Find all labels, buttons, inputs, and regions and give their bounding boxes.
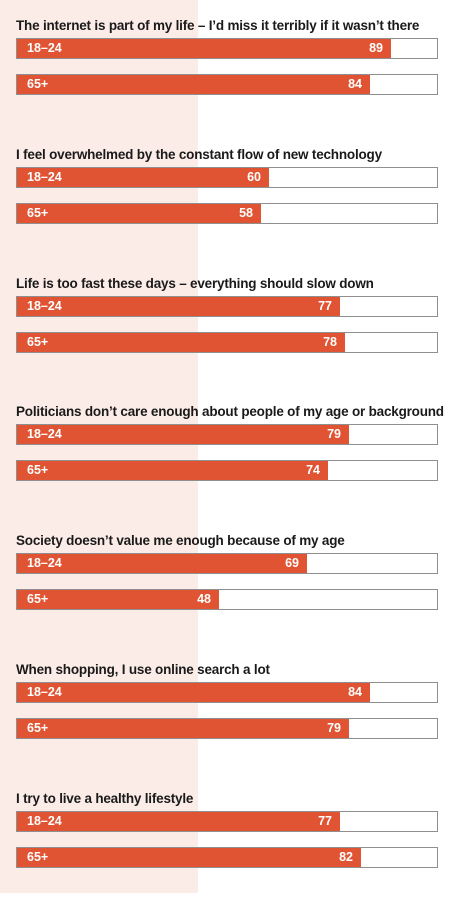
question-title: The internet is part of my life – I’d mi… (16, 18, 420, 33)
question-group: I feel overwhelmed by the constant flow … (0, 147, 457, 257)
bar-value-label: 60 (247, 169, 261, 184)
bar-age-label: 65+ (27, 205, 49, 220)
question-group: I try to live a healthy lifestyle 18–24 77… (0, 791, 457, 901)
bar-age-label: 18–24 (27, 685, 62, 699)
bar-age-label: 65+ (27, 592, 49, 607)
bar (17, 719, 349, 738)
question-title: Society doesn’t value me enough because … (16, 533, 345, 549)
bar-value-label: 48 (197, 592, 211, 607)
bar-track: 65+ 58 (16, 202, 438, 224)
bar-track: 18–24 84 (16, 682, 438, 703)
bar (17, 167, 269, 187)
bar-age-label: 18–24 (27, 427, 62, 442)
bar-value-label: 89 (369, 41, 383, 55)
bar-value-label: 84 (348, 685, 362, 699)
bar-age-label: 65+ (27, 77, 49, 91)
question-title: I try to live a healthy lifestyle (16, 790, 194, 806)
bar-value-label: 78 (323, 334, 337, 349)
question-group: Society doesn’t value me enough because … (0, 533, 457, 643)
bar-value-label: 77 (318, 813, 332, 828)
bar-value-label: 84 (348, 77, 362, 91)
bar (17, 554, 307, 574)
bar (17, 590, 219, 610)
bar-track: 65+ 82 (16, 846, 438, 868)
bar-value-label: 69 (285, 556, 299, 571)
question-group: Life is too fast these days – everything… (0, 276, 457, 386)
question-group: Politicians don’t care enough about peop… (0, 404, 457, 514)
bar-value-label: 74 (306, 463, 320, 478)
question-title: I feel overwhelmed by the constant flow … (16, 146, 382, 162)
bar-age-label: 18–24 (27, 556, 62, 571)
bar (17, 683, 370, 702)
bar-value-label: 82 (339, 849, 353, 864)
question-title: Politicians don’t care enough about peop… (16, 404, 444, 420)
bar-track: 65+ 48 (16, 589, 438, 611)
bar-track: 65+ 79 (16, 718, 438, 739)
question-title: Life is too fast these days – everything… (16, 275, 374, 291)
bar-track: 18–24 77 (16, 810, 438, 832)
bar-age-label: 18–24 (27, 41, 62, 55)
bar-age-label: 65+ (27, 849, 49, 864)
bar (17, 75, 370, 94)
bar-track: 65+ 78 (16, 331, 438, 353)
background-band (0, 0, 198, 893)
bar (17, 461, 328, 481)
bar (17, 847, 361, 867)
bar (17, 296, 340, 316)
bar (17, 811, 340, 831)
bar-value-label: 79 (327, 427, 341, 442)
bar-value-label: 77 (318, 298, 332, 313)
bar (17, 425, 349, 445)
bar-value-label: 79 (327, 721, 341, 735)
bar-track: 18–24 77 (16, 295, 438, 317)
bar-track: 18–24 60 (16, 166, 438, 188)
bar-age-label: 65+ (27, 334, 49, 349)
bar-age-label: 18–24 (27, 813, 62, 828)
bar (17, 39, 391, 58)
bar (17, 332, 345, 352)
bar (17, 203, 261, 223)
bar-age-label: 65+ (27, 463, 49, 478)
bar-track: 65+ 84 (16, 74, 438, 95)
bar-track: 18–24 89 (16, 38, 438, 59)
bar-track: 65+ 74 (16, 460, 438, 482)
question-group: When shopping, I use online search a lot… (0, 662, 457, 772)
bar-track: 18–24 69 (16, 553, 438, 575)
bar-age-label: 18–24 (27, 298, 62, 313)
bar-value-label: 58 (239, 205, 253, 220)
question-group: The internet is part of my life – I’d mi… (0, 18, 457, 128)
bar-track: 18–24 79 (16, 424, 438, 446)
bar-age-label: 18–24 (27, 169, 62, 184)
bar-age-label: 65+ (27, 721, 49, 735)
question-title: When shopping, I use online search a lot (16, 662, 270, 677)
